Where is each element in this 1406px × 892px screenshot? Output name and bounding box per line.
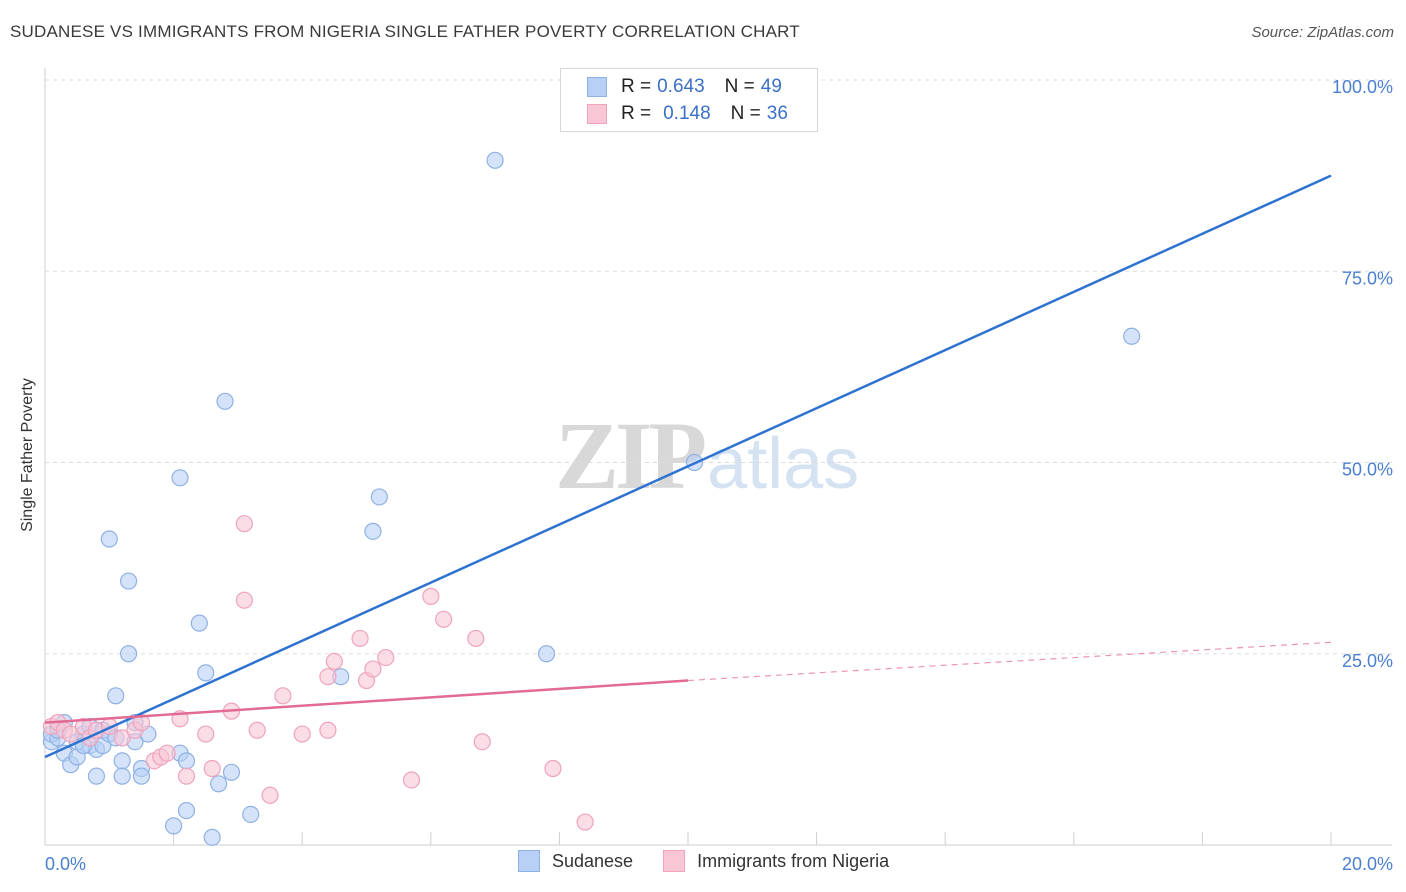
sudanese-point [119,645,138,663]
sudanese-point [171,469,189,487]
legend-swatch-nigeria [663,850,686,872]
sudanese-point [165,817,183,835]
nigeria-point [435,610,453,628]
nigeria-point [325,652,343,671]
sudanese-point [113,767,131,785]
legend-swatch-sudanese [587,77,607,97]
nigeria-point [177,767,196,785]
sudanese-point [222,763,241,781]
nigeria-point [364,660,382,678]
nigeria-point [467,629,485,648]
sudanese-point [190,614,208,632]
legend-item-sudanese[interactable]: Sudanese [518,850,633,872]
sudanese-trend-line [44,174,1332,759]
sudanese-point [216,392,234,410]
legend-n-label: N = [730,103,761,124]
sudanese-point [177,752,196,770]
sudanese-point [119,572,138,590]
nigeria-point [377,648,395,667]
correlation-legend: R = 0.643 N = 49 R = 0.148 N = 36 [560,68,818,132]
legend-row-sudanese: R = 0.643 N = 49 [587,75,782,99]
source-label: Source: ZipAtlas.com [1251,24,1394,41]
sudanese-point [177,801,196,820]
chart-title: SUDANESE VS IMMIGRANTS FROM NIGERIA SING… [10,22,800,41]
nigeria-point [158,744,176,762]
legend-r-label: R = [621,76,652,97]
sudanese-point [210,775,228,793]
nigeria-point [576,813,594,831]
sudanese-point [486,151,504,169]
nigeria-point [235,591,253,609]
nigeria-point [62,725,80,743]
sudanese-point [242,805,260,824]
sudanese-point [370,488,388,506]
sudanese-point [203,828,221,846]
nigeria-point [274,687,292,705]
nigeria-point [319,721,337,739]
legend-r-value: 0.643 [657,76,705,97]
y-tick-label: 100.0% [1332,77,1393,97]
sudanese-point [197,664,215,682]
watermark-atlas: atlas [707,424,860,504]
sudanese-point [364,522,382,540]
y-tick-label: 75.0% [1342,268,1393,288]
nigeria-point [293,725,311,743]
nigeria-point [113,729,131,747]
nigeria-point [197,725,215,743]
x-tick-label: 20.0% [1342,854,1393,874]
legend-r-value: 0.148 [663,103,711,124]
nigeria-point [235,515,253,533]
nigeria-point [402,771,421,789]
legend-swatch-nigeria [587,104,607,124]
x-tick-label: 0.0% [45,854,86,874]
legend-item-nigeria[interactable]: Immigrants from Nigeria [663,850,889,872]
sudanese-point [113,752,131,770]
nigeria-point [473,733,491,751]
legend-n-label: N = [724,76,755,97]
legend-label-nigeria: Immigrants from Nigeria [697,850,890,871]
series-legend: Sudanese Immigrants from Nigeria [518,850,919,872]
legend-label-sudanese: Sudanese [552,850,634,871]
nigeria-point [248,721,266,739]
nigeria-point [261,786,279,804]
nigeria-point [319,668,337,686]
legend-n-value: 36 [766,103,788,124]
y-tick-label: 50.0% [1342,460,1393,480]
sudanese-point [100,530,118,548]
nigeria-point [544,759,562,778]
sudanese-point [537,645,556,663]
legend-r-label: R = [621,103,652,124]
sudanese-point [132,767,151,785]
nigeria-trend-line [44,679,689,724]
nigeria-point [422,587,440,605]
legend-swatch-sudanese [518,850,540,872]
y-tick-label: 25.0% [1342,651,1393,671]
legend-n-value: 49 [760,76,782,97]
sudanese-point [107,687,125,705]
nigeria-point [203,759,221,778]
legend-row-nigeria: R = 0.148 N = 36 [587,102,788,126]
sudanese-point [87,767,106,785]
nigeria-point [351,629,369,648]
nigeria-trend-extension [687,641,1332,682]
sudanese-point [1123,327,1141,345]
